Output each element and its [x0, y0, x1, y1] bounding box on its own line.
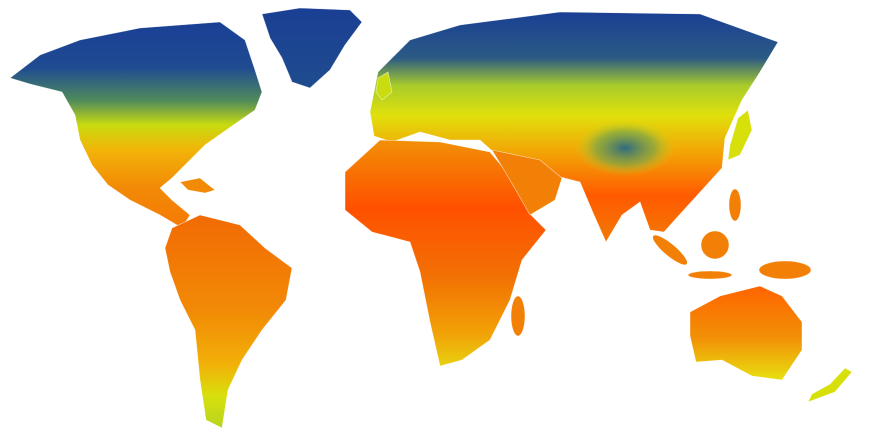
- australia: [689, 285, 803, 381]
- borneo: [700, 230, 730, 260]
- new-guinea: [758, 260, 812, 280]
- eurasia: [369, 11, 779, 243]
- greenland: [261, 7, 363, 89]
- madagascar: [510, 295, 526, 337]
- north-america: [9, 21, 263, 229]
- japan: [727, 109, 753, 161]
- philippines: [728, 188, 742, 222]
- caribbean: [179, 177, 216, 194]
- new-zealand: [807, 367, 853, 403]
- tibet-plateau: [575, 120, 675, 176]
- south-america: [164, 214, 293, 429]
- africa: [344, 139, 547, 367]
- uk: [375, 71, 393, 101]
- java: [687, 270, 733, 280]
- sumatra: [652, 234, 688, 266]
- arabia: [491, 149, 563, 216]
